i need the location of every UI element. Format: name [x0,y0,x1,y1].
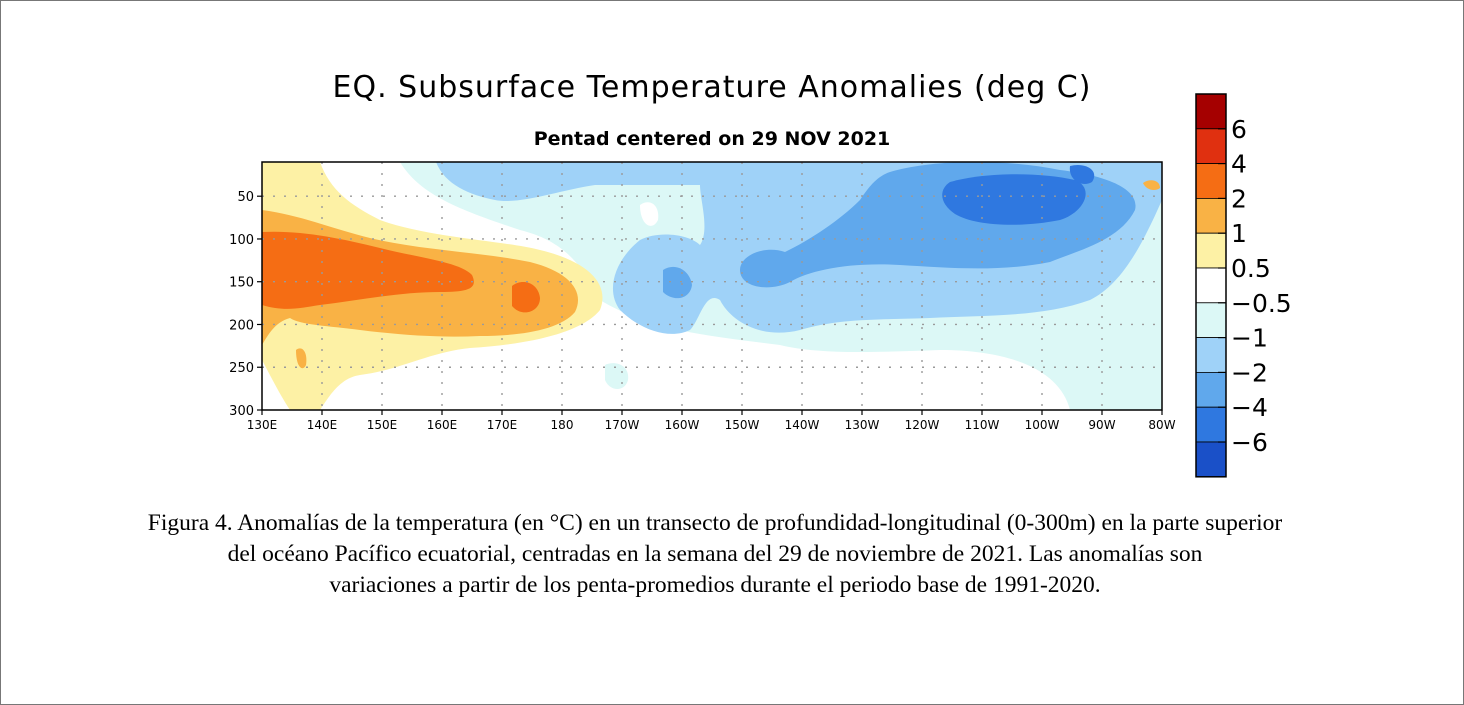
colorbar-swatch [1195,371,1227,408]
y-tick-label: 250 [229,361,254,376]
colorbar-swatch [1195,441,1227,478]
colorbar-swatch [1195,128,1227,165]
colorbar-label: 0.5 [1231,254,1271,283]
x-tick-label: 80W [1148,418,1175,432]
caption-line-2: del océano Pacífico ecuatorial, centrada… [227,541,1203,567]
colorbar-label: −2 [1231,358,1268,387]
plot-border [261,161,1163,411]
x-tick-label: 100W [1025,418,1060,432]
chart-subtitle: Pentad centered on 29 NOV 2021 [533,128,891,150]
x-tick-label: 160E [427,418,458,432]
y-tick-label: 50 [237,190,254,205]
chart-title: EQ. Subsurface Temperature Anomalies (de… [332,70,1092,105]
x-tick-label: 170W [605,418,640,432]
colorbar-swatch [1195,406,1227,443]
x-tick-label: 170E [487,418,518,432]
x-tick-label: 90W [1088,418,1115,432]
colorbar-label: −1 [1231,324,1268,353]
colorbar-swatch [1195,197,1227,234]
colorbar-swatch [1195,302,1227,338]
y-tick-label: 150 [229,276,254,291]
colorbar-label: −0.5 [1231,289,1292,318]
x-tick-label: 150E [367,418,398,432]
y-tick-label: 300 [229,404,254,419]
y-tick-label: 100 [229,233,254,248]
y-tick-label: 200 [229,318,254,333]
x-tick-label: 180 [551,418,574,432]
colorbar-label: 2 [1231,184,1247,213]
colorbar-swatch [1195,267,1227,304]
colorbar-swatch [1195,163,1227,199]
x-tick-label: 160W [665,418,700,432]
colorbar-label: 6 [1231,115,1247,144]
x-tick-label: 150W [725,418,760,432]
figure-caption: Figura 4. Anomalías de la temperatura (e… [30,508,1400,601]
colorbar-outline [1195,93,1227,478]
x-tick-label: 130W [845,418,880,432]
x-tick-label: 140E [307,418,338,432]
x-tick-label: 140W [785,418,820,432]
caption-line-1: Figura 4. Anomalías de la temperatura (e… [147,510,1283,536]
colorbar-label: 1 [1231,219,1247,248]
colorbar-swatch [1195,93,1227,130]
x-tick-label: 110W [965,418,1000,432]
caption-line-3: variaciones a partir de los penta-promed… [329,572,1101,598]
colorbar-label: 4 [1231,150,1247,179]
colorbar-swatch [1195,337,1227,373]
colorbar-label: −6 [1231,428,1268,457]
colorbar-swatch [1195,232,1227,269]
x-tick-label: 120W [905,418,940,432]
x-tick-label: 130E [247,418,278,432]
colorbar-label: −4 [1231,393,1268,422]
